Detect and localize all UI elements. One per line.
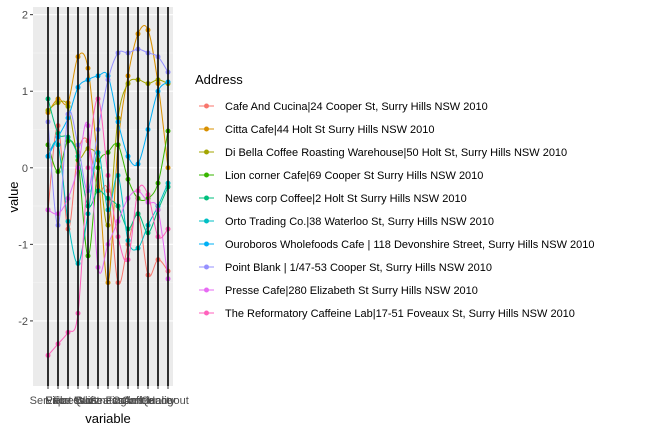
legend-item-8: Point Blank | 1/47-53 Cooper St, Surry H… [199, 262, 492, 274]
y-tick-label: -2 [18, 316, 28, 328]
legend-label: Di Bella Coffee Roasting Warehouse|50 Ho… [225, 147, 567, 159]
legend-item-4: Lion corner Cafe|69 Cooper St Surry Hill… [199, 170, 483, 182]
y-tick-label: 1 [22, 86, 28, 98]
x-tick-label: Ambiance [124, 395, 173, 407]
x-tick-label: Cakes [112, 395, 144, 407]
legend-label: Citta Cafe|44 Holt St Surry Hills NSW 20… [225, 124, 434, 136]
legend-key-point [204, 264, 209, 270]
legend-item-3: Di Bella Coffee Roasting Warehouse|50 Ho… [199, 147, 567, 159]
legend: Address Cafe And Cucina|24 Cooper St, Su… [195, 72, 594, 320]
x-tick-label: Service [30, 395, 67, 407]
legend-label: Presse Cafe|280 Elizabeth St Surry Hills… [225, 285, 478, 297]
x-tick-label: Espresso [45, 395, 91, 407]
x-tick-label: Quality [141, 395, 176, 407]
legend-label: News corp Coffee|2 Holt St Surry Hills N… [225, 193, 467, 205]
legend-label: Ouroboros Wholefoods Cafe | 118 Devonshi… [225, 239, 594, 251]
series-8 [45, 46, 171, 228]
y-axis-title: value [6, 181, 21, 212]
legend-title: Address [195, 72, 243, 87]
legend-key-point [204, 195, 209, 201]
legend-item-9: Presse Cafe|280 Elizabeth St Surry Hills… [199, 285, 478, 297]
x-tick-label: Price [45, 395, 70, 407]
legend-key-point [204, 103, 209, 109]
x-tick-label: Flat White [53, 395, 103, 407]
y-tick-label: 2 [22, 10, 28, 22]
legend-key-point [204, 149, 209, 155]
legend-item-1: Cafe And Cucina|24 Cooper St, Surry Hill… [199, 101, 488, 113]
x-axis-title: variable [85, 411, 131, 426]
legend-key-point [204, 241, 209, 247]
legend-key-point [204, 287, 209, 293]
legend-label: Point Blank | 1/47-53 Cooper St, Surry H… [225, 262, 492, 274]
legend-label: Orto Trading Co.|38 Waterloo St, Surry H… [225, 216, 494, 228]
x-tick-label: Hangout [147, 395, 189, 407]
x-tick-label: Seating [89, 395, 126, 407]
legend-key-point [204, 310, 209, 316]
legend-item-6: Orto Trading Co.|38 Waterloo St, Surry H… [199, 216, 494, 228]
legend-label: Lion corner Cafe|69 Cooper St Surry Hill… [225, 170, 483, 182]
x-tick-label: Coffee [122, 395, 154, 407]
legend-item-2: Citta Cafe|44 Holt St Surry Hills NSW 20… [199, 124, 434, 136]
y-tick-label: 0 [22, 163, 28, 175]
x-tick-label: Food [105, 395, 130, 407]
x-tick-label: Buzz [76, 395, 100, 407]
legend-key-point [204, 126, 209, 132]
legend-item-10: The Reformatory Caffeine Lab|17-51 Fovea… [199, 308, 575, 320]
legend-key-point [204, 172, 209, 178]
y-tick-label: -1 [18, 239, 28, 251]
legend-item-5: News corp Coffee|2 Holt St Surry Hills N… [199, 193, 467, 205]
legend-key-point [204, 218, 209, 224]
legend-item-7: Ouroboros Wholefoods Cafe | 118 Devonshi… [199, 239, 594, 251]
legend-label: Cafe And Cucina|24 Cooper St, Surry Hill… [225, 101, 488, 113]
x-tick-label: Quietness [73, 395, 123, 407]
legend-label: The Reformatory Caffeine Lab|17-51 Fovea… [225, 308, 575, 320]
